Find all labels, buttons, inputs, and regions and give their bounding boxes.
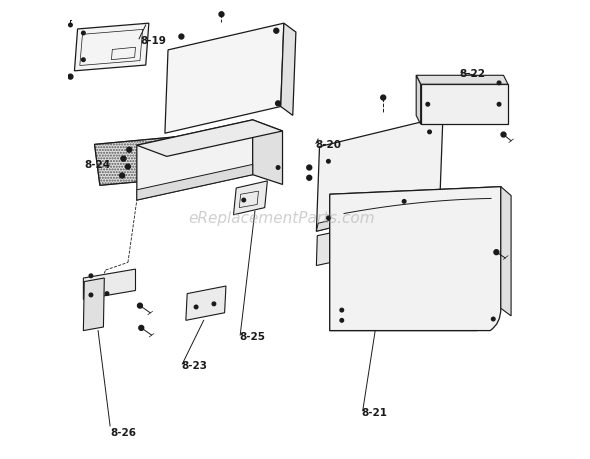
Circle shape: [212, 302, 216, 306]
Polygon shape: [416, 76, 508, 85]
Circle shape: [428, 131, 431, 134]
Circle shape: [120, 174, 124, 179]
Polygon shape: [421, 85, 508, 125]
Polygon shape: [137, 121, 283, 157]
Polygon shape: [74, 24, 149, 72]
Circle shape: [276, 166, 280, 170]
Circle shape: [242, 199, 245, 202]
PathPatch shape: [330, 187, 501, 331]
Circle shape: [426, 103, 430, 107]
Polygon shape: [253, 121, 283, 185]
Polygon shape: [165, 24, 284, 134]
Circle shape: [274, 29, 278, 34]
Text: 8-21: 8-21: [362, 407, 388, 417]
Polygon shape: [416, 76, 421, 125]
Polygon shape: [83, 269, 136, 300]
Polygon shape: [316, 232, 339, 266]
Circle shape: [381, 96, 386, 101]
Circle shape: [307, 176, 312, 181]
Polygon shape: [316, 194, 441, 232]
Text: 8-24: 8-24: [85, 160, 111, 170]
Text: 8-26: 8-26: [110, 427, 136, 437]
Polygon shape: [137, 121, 253, 201]
Circle shape: [327, 217, 330, 220]
Circle shape: [327, 160, 330, 164]
Text: 8-25: 8-25: [240, 331, 266, 341]
Circle shape: [81, 59, 85, 62]
Circle shape: [497, 103, 501, 107]
Circle shape: [121, 157, 126, 162]
Circle shape: [179, 35, 184, 40]
Text: 8-20: 8-20: [315, 140, 341, 150]
Circle shape: [219, 13, 224, 17]
Polygon shape: [234, 181, 267, 215]
Polygon shape: [501, 187, 511, 316]
Text: eReplacementParts.com: eReplacementParts.com: [188, 211, 375, 226]
Circle shape: [276, 102, 280, 106]
Polygon shape: [316, 118, 443, 232]
Circle shape: [307, 166, 312, 171]
Circle shape: [402, 200, 406, 204]
Polygon shape: [83, 279, 104, 331]
Polygon shape: [281, 24, 296, 116]
Circle shape: [501, 133, 506, 138]
Polygon shape: [186, 286, 226, 321]
Circle shape: [68, 75, 73, 80]
Circle shape: [340, 308, 343, 312]
Text: 8-19: 8-19: [140, 35, 166, 45]
Circle shape: [139, 326, 144, 330]
Circle shape: [494, 250, 499, 255]
Text: 8-22: 8-22: [460, 69, 486, 79]
Circle shape: [105, 292, 109, 296]
Polygon shape: [330, 187, 501, 331]
Polygon shape: [94, 136, 196, 186]
Polygon shape: [137, 165, 253, 201]
Circle shape: [491, 318, 495, 321]
Circle shape: [340, 319, 343, 322]
Circle shape: [81, 32, 85, 36]
Circle shape: [89, 293, 93, 297]
Circle shape: [68, 24, 72, 28]
Circle shape: [127, 148, 132, 153]
Circle shape: [497, 82, 501, 85]
Text: 8-23: 8-23: [181, 360, 208, 370]
Circle shape: [194, 306, 198, 309]
Circle shape: [126, 165, 130, 170]
Circle shape: [137, 303, 142, 308]
Circle shape: [89, 274, 93, 278]
